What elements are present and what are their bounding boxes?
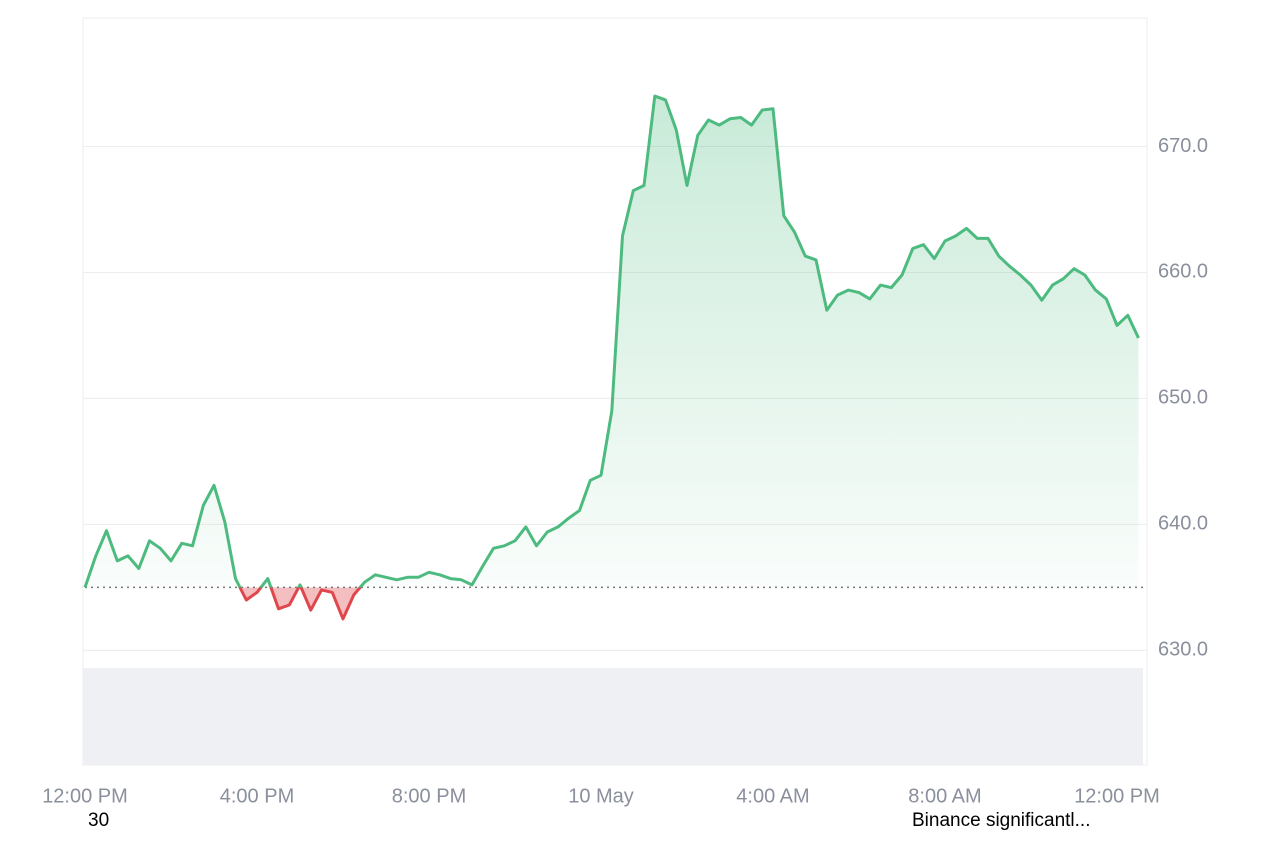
y-tick-label: 670.0 [1158,135,1208,157]
annotation: 30 [88,810,109,831]
x-tick-label: 12:00 PM [1074,785,1160,807]
y-tick-label: 630.0 [1158,639,1208,661]
volume-area [83,668,1143,765]
x-tick-label: 4:00 PM [220,785,294,807]
price-line [83,94,1140,621]
y-tick-label: 640.0 [1158,513,1208,535]
x-tick-label: 8:00 PM [392,785,466,807]
annotation: Binance significantl... [912,810,1091,831]
x-tick-label: 10 May [568,785,634,807]
x-tick-label: 8:00 AM [908,785,981,807]
x-tick-label: 12:00 PM [42,785,128,807]
area [85,96,1139,619]
y-tick-label: 660.0 [1158,261,1208,283]
y-tick-label: 650.0 [1158,387,1208,409]
x-tick-label: 4:00 AM [736,785,809,807]
